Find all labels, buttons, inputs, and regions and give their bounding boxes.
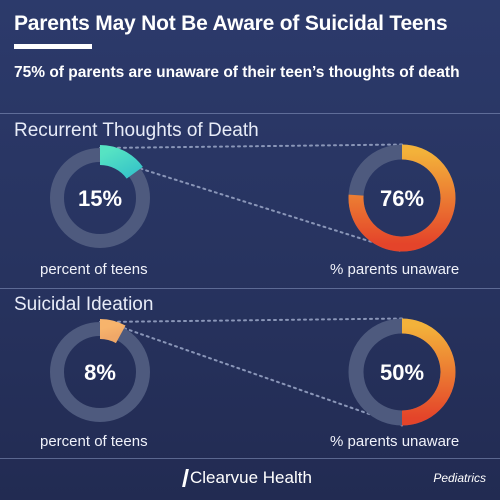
- page-title: Parents May Not Be Aware of Suicidal Tee…: [14, 12, 448, 35]
- brand-logo: Clearvue Health: [182, 468, 312, 488]
- ring-segment-parents-recurrent: [348, 144, 456, 252]
- value-label-teens-ideation: 8%: [84, 360, 116, 385]
- value-label-parents-recurrent: 76%: [380, 186, 424, 211]
- caption-parents-recurrent: % parents unaware: [330, 261, 460, 278]
- page-subtitle: 75% of parents are unaware of their teen…: [14, 64, 460, 81]
- connector-line-bottom-ideation: [123, 327, 403, 427]
- connector-line-top-ideation: [99, 317, 403, 323]
- section-title-recurrent: Recurrent Thoughts of Death: [14, 120, 259, 141]
- connector-line-bottom-recurrent: [139, 167, 403, 253]
- caption-teens-recurrent: percent of teens: [40, 261, 148, 278]
- title-underline: [14, 44, 92, 49]
- ring-segment-teens-ideation: [99, 319, 126, 344]
- value-label-teens-recurrent: 15%: [78, 186, 122, 211]
- divider-middle: [0, 288, 500, 289]
- divider-top: [0, 113, 500, 114]
- category-label: Pediatrics: [433, 471, 486, 485]
- connector-line-top-recurrent: [99, 143, 403, 149]
- brand-name: Clearvue Health: [190, 468, 312, 487]
- value-label-parents-ideation: 50%: [380, 360, 424, 385]
- divider-bottom: [0, 458, 500, 459]
- ring-segment-parents-ideation: [401, 318, 456, 426]
- ring-segment-teens-recurrent: [99, 145, 143, 180]
- caption-teens-ideation: percent of teens: [40, 433, 148, 450]
- logo-mark: [182, 469, 189, 487]
- section-title-ideation: Suicidal Ideation: [14, 294, 154, 315]
- caption-parents-ideation: % parents unaware: [330, 433, 460, 450]
